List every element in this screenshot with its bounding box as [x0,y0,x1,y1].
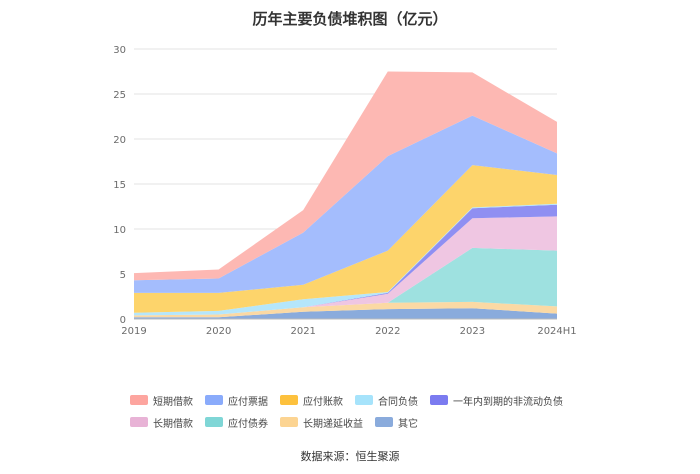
legend-swatch [280,417,298,427]
series-area [134,301,557,318]
series-area [134,71,557,281]
x-tick-label: 2020 [206,326,231,337]
legend-label: 其它 [398,418,418,430]
series-area [134,216,557,316]
legend-swatch [430,395,448,405]
legend-item[interactable]: 长期借款 [130,415,193,430]
legend-label: 一年内到期的非流动负债 [453,396,563,408]
y-tick-label: 10 [113,225,126,236]
axes: 0 5 10 15 20 25 30 2019 2020 2021 2022 2023 2024H1 [113,45,576,337]
legend-item[interactable]: 一年内到期的非流动负债 [430,393,563,408]
y-tick-label: 15 [113,180,126,191]
x-tick-label: 2022 [375,326,400,337]
legend-row-2: 长期借款 应付债券 长期递延收益 其它 [130,411,590,433]
legend-swatch [205,395,223,405]
legend-swatch [205,417,223,427]
legend-label: 合同负债 [378,396,418,408]
legend-item[interactable]: 应付债券 [205,415,268,430]
x-tick-label: 2023 [460,326,485,337]
x-tick-label: 2019 [121,326,146,337]
series-area [134,247,557,316]
y-tick-label: 5 [120,270,126,281]
series-area [134,115,557,293]
legend-item[interactable]: 其它 [375,415,418,430]
legend-label: 长期借款 [153,418,193,430]
x-tick-label: 2024H1 [537,326,576,337]
legend-swatch [375,417,393,427]
legend-swatch [130,417,148,427]
legend-label: 应付债券 [228,418,268,430]
legend-swatch [280,395,298,405]
legend-label: 应付票据 [228,396,268,408]
legend-label: 短期借款 [153,396,193,408]
legend-item[interactable]: 合同负债 [355,393,418,408]
legend-label: 应付账款 [303,396,343,408]
legend-label: 长期递延收益 [303,418,363,430]
y-tick-label: 20 [113,135,126,146]
legend-swatch [130,395,148,405]
legend: 短期借款 应付票据 应付账款 合同负债 一年内到期的非流动负债 长期借款 应付债券 长期递延… [130,389,590,433]
series-areas [134,71,557,319]
y-tick-label: 0 [120,315,126,326]
y-tick-label: 30 [113,45,126,56]
legend-item[interactable]: 应付票据 [205,393,268,408]
chart-title: 历年主要负债堆积图（亿元） [252,10,448,28]
legend-item[interactable]: 短期借款 [130,393,193,408]
x-tick-label: 2021 [290,326,315,337]
legend-row-1: 短期借款 应付票据 应付账款 合同负债 一年内到期的非流动负债 [130,389,590,411]
stacked-area-chart: 0 5 10 15 20 25 30 2019 2020 2021 2022 2023 2024H1 [113,45,576,337]
legend-item[interactable]: 长期递延收益 [280,415,363,430]
y-tick-label: 25 [113,90,126,101]
data-source: 数据来源：恒生聚源 [300,450,400,463]
series-area [134,308,557,319]
legend-swatch [355,395,373,405]
legend-item[interactable]: 应付账款 [280,393,343,408]
series-area [134,204,557,316]
series-area [134,165,557,313]
